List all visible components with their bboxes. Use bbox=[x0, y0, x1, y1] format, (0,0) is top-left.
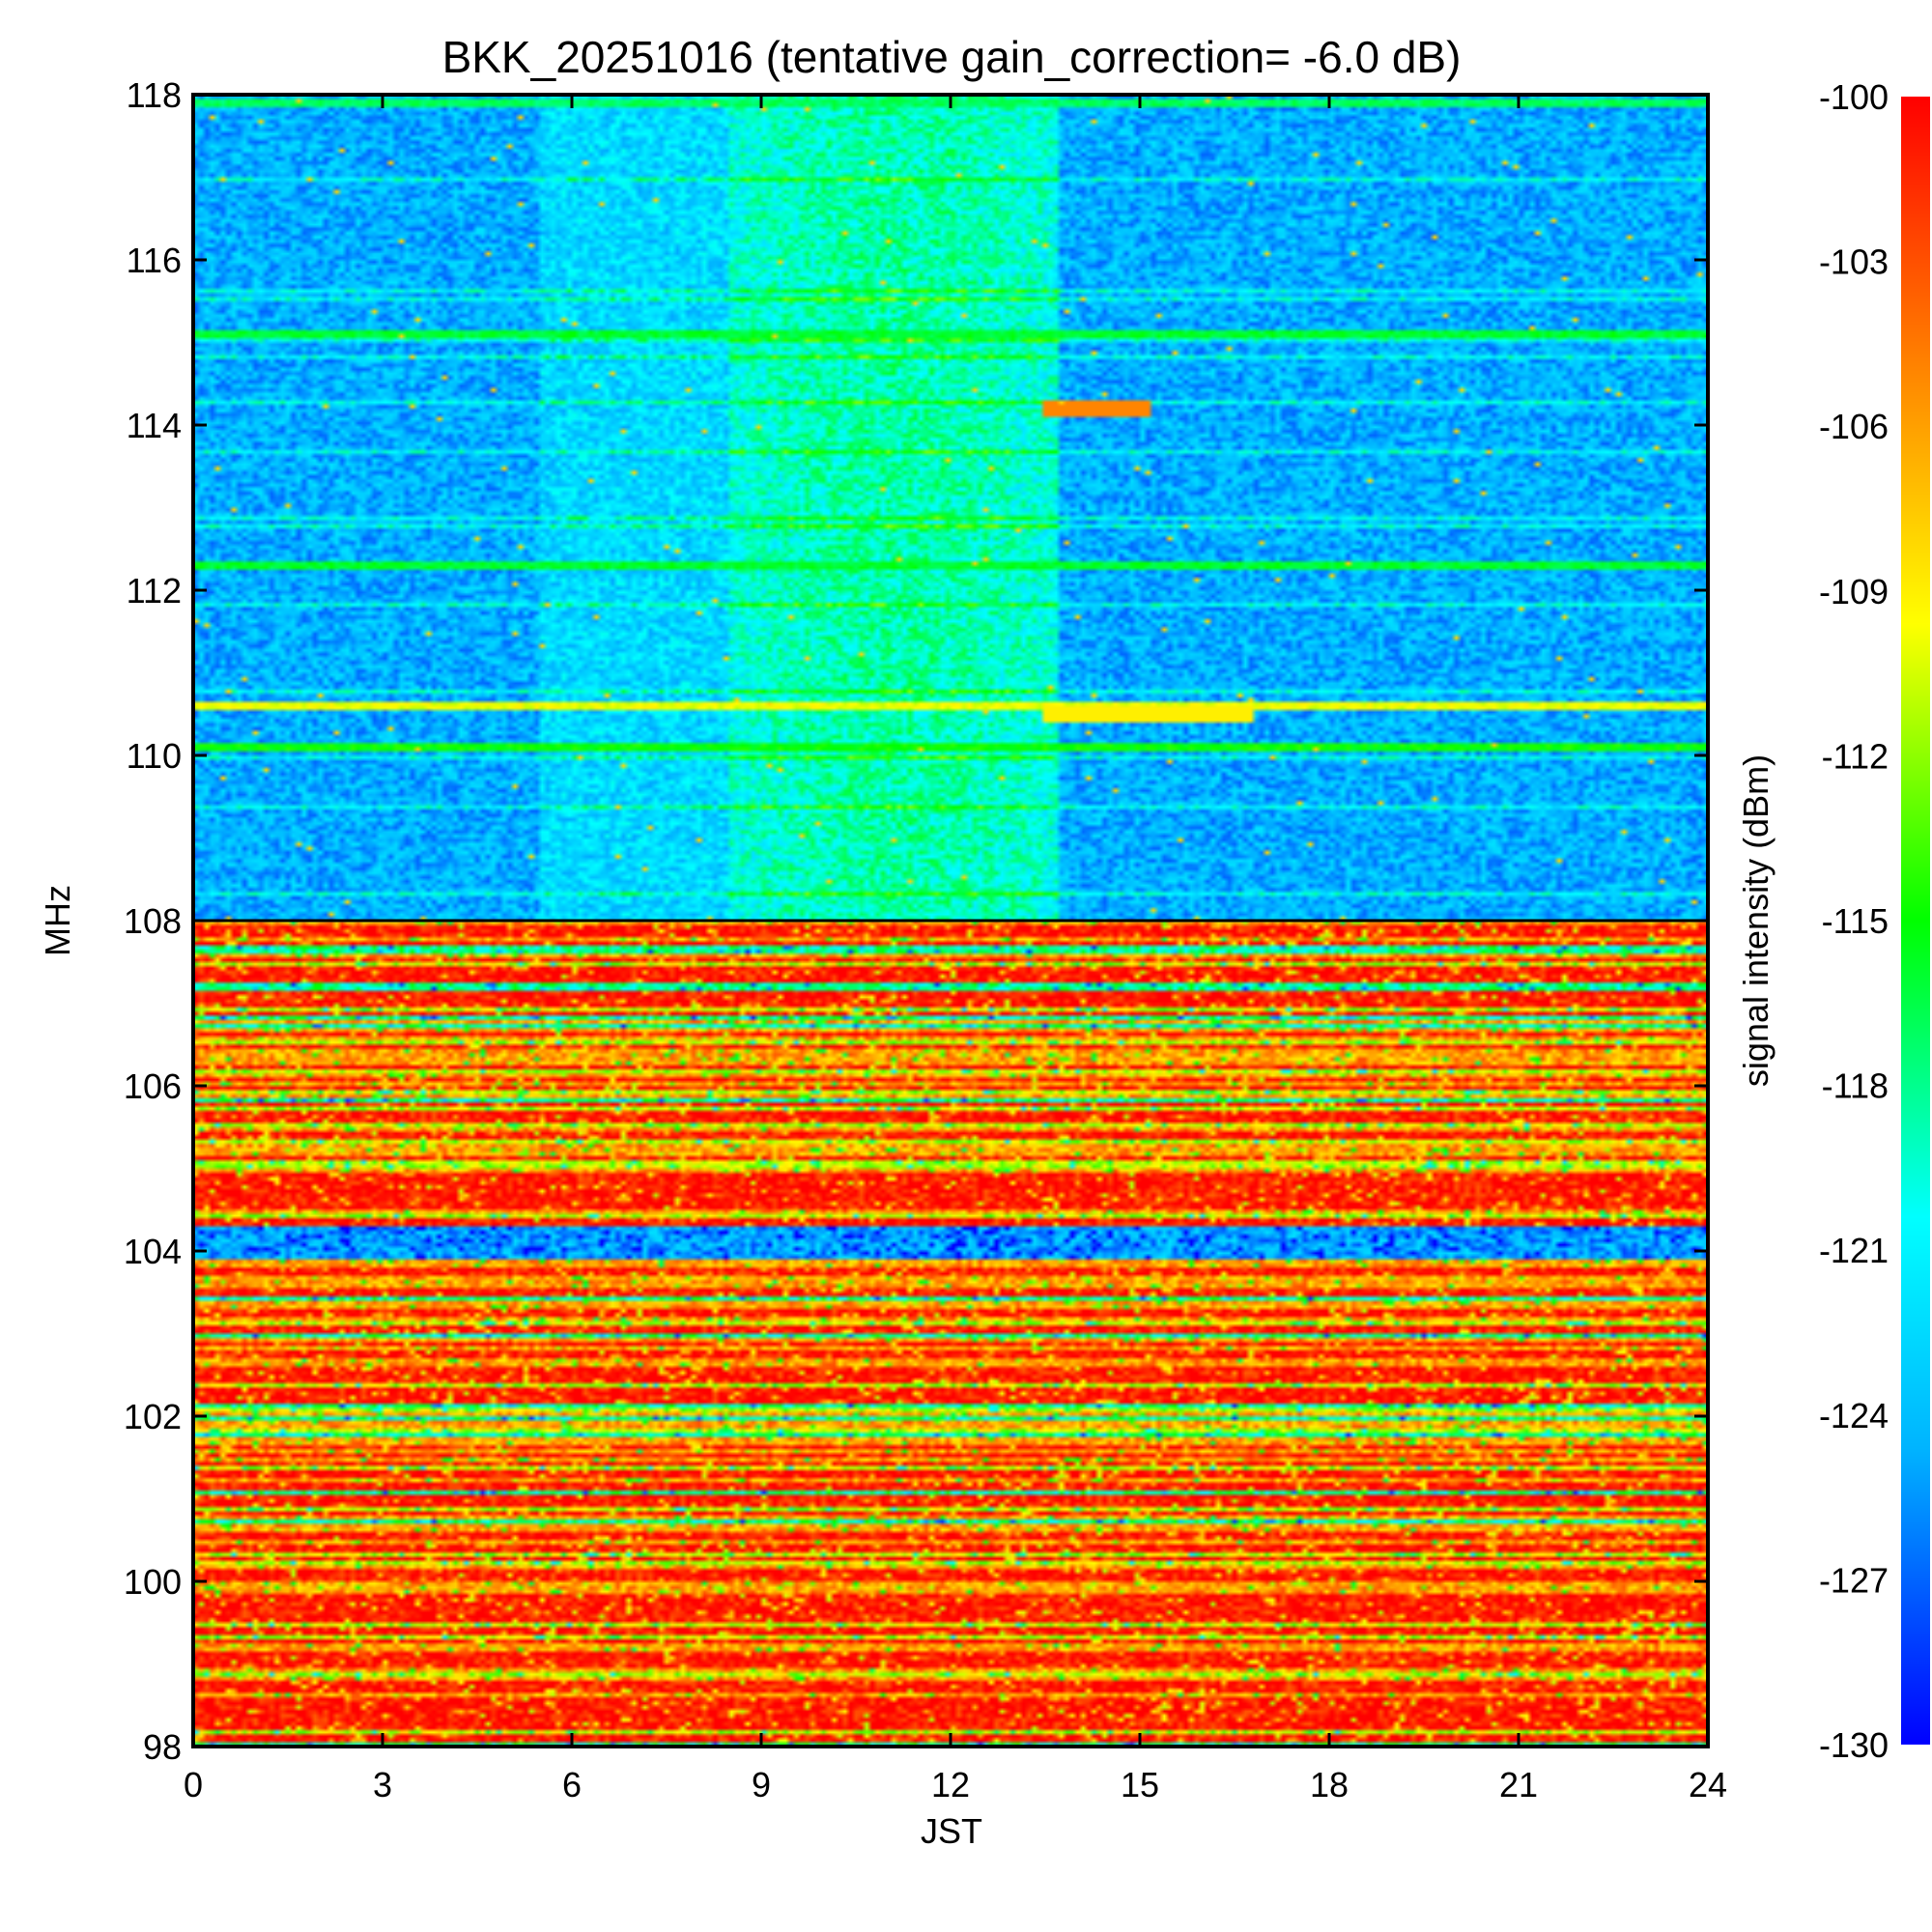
colorbar-tick-label: -100 bbox=[1819, 77, 1889, 117]
colorbar-tick-label: -124 bbox=[1819, 1396, 1889, 1435]
y-tick-label: 100 bbox=[124, 1562, 182, 1602]
colorbar-tick-label: -127 bbox=[1819, 1560, 1889, 1600]
colorbar-tick-label: -106 bbox=[1819, 407, 1889, 446]
x-tick-label: 24 bbox=[1689, 1765, 1727, 1804]
colorbar-tick-label: -118 bbox=[1822, 1066, 1889, 1106]
colorbar-tick-label: -121 bbox=[1819, 1231, 1889, 1270]
colorbar-tick-label: -103 bbox=[1819, 242, 1889, 282]
x-tick-label: 9 bbox=[752, 1765, 771, 1804]
x-tick-label: 0 bbox=[184, 1765, 203, 1804]
colorbar-tick-label: -115 bbox=[1822, 901, 1889, 941]
y-tick-label: 116 bbox=[127, 241, 182, 280]
colorbar-label: signal intensity (dBm) bbox=[1736, 754, 1776, 1087]
x-tick-label: 6 bbox=[562, 1765, 582, 1804]
colorbar bbox=[1901, 97, 1930, 1745]
heatmap-area bbox=[193, 95, 1708, 1747]
y-tick-label: 104 bbox=[124, 1232, 182, 1271]
x-tick-label: 3 bbox=[373, 1765, 392, 1804]
y-tick-label: 118 bbox=[127, 75, 182, 115]
x-tick-label: 12 bbox=[931, 1765, 970, 1804]
y-tick-label: 110 bbox=[127, 736, 182, 776]
colorbar-ticks: -100 -103 -106 -109 -112 -115 -118 -121 -124 -127… bbox=[1819, 77, 1889, 1765]
x-axis: 0 3 6 9 12 15 18 21 24 bbox=[184, 95, 1727, 1804]
y-tick-label: 106 bbox=[124, 1066, 182, 1106]
y-tick-label: 114 bbox=[127, 406, 182, 445]
y-tick-label: 108 bbox=[124, 901, 182, 941]
colorbar-tick-label: -130 bbox=[1819, 1725, 1889, 1765]
x-tick-label: 15 bbox=[1121, 1765, 1159, 1804]
y-axis-label: MHz bbox=[38, 885, 77, 956]
y-tick-label: 112 bbox=[127, 571, 182, 611]
colorbar-tick-label: -109 bbox=[1819, 572, 1889, 611]
y-axis: 98 100 102 104 106 108 110 112 114 116 118 bbox=[124, 75, 1708, 1767]
chart-title: BKK_20251016 (tentative gain_correction=… bbox=[442, 32, 1462, 82]
colorbar-tick-label: -112 bbox=[1822, 736, 1889, 776]
x-tick-label: 18 bbox=[1310, 1765, 1349, 1804]
y-tick-label: 102 bbox=[124, 1397, 182, 1436]
x-axis-label: JST bbox=[921, 1811, 982, 1851]
y-tick-label: 98 bbox=[143, 1727, 182, 1767]
x-tick-label: 21 bbox=[1499, 1765, 1538, 1804]
